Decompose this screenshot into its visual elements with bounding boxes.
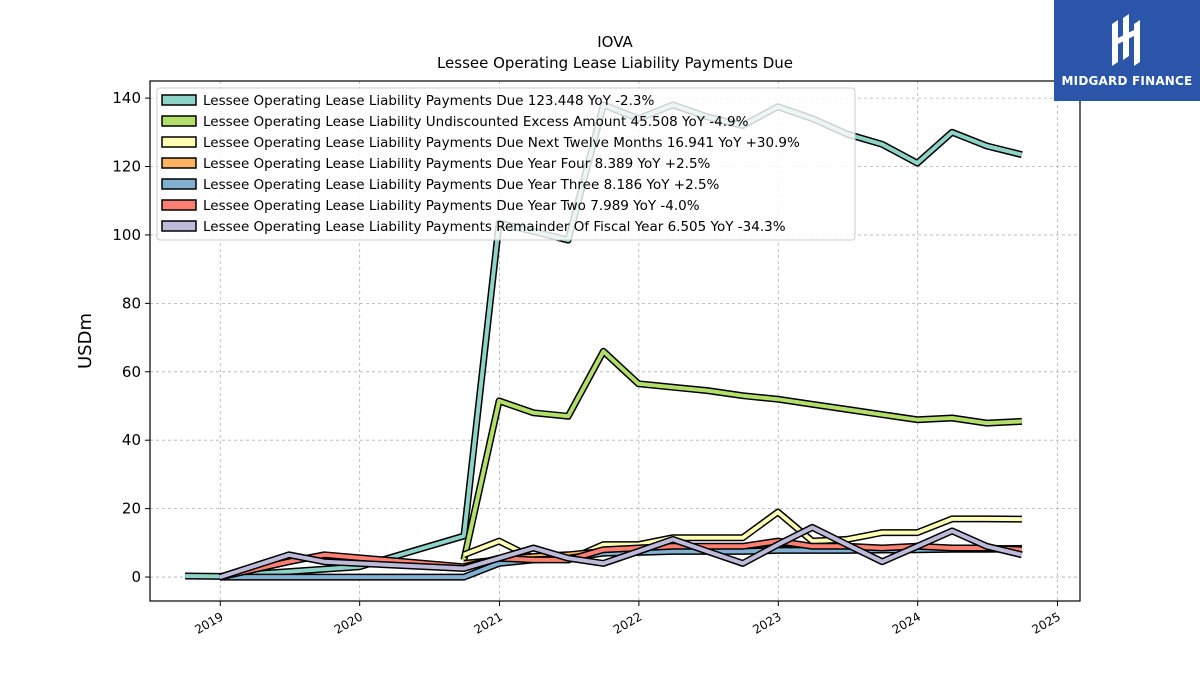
- legend-label-1: Lessee Operating Lease Liability Undisco…: [203, 114, 749, 130]
- y-tick-label: 20: [122, 500, 141, 518]
- chart-title: IOVA: [597, 33, 633, 51]
- legend-label-2: Lessee Operating Lease Liability Payment…: [203, 135, 800, 151]
- legend-swatch-0: [161, 94, 197, 106]
- logo-text: MIDGARD FINANCE: [1061, 74, 1193, 88]
- y-axis-label: USDm: [75, 313, 96, 369]
- legend-label-4: Lessee Operating Lease Liability Payment…: [203, 177, 720, 193]
- y-tick-label: 100: [112, 226, 141, 244]
- midgard-finance-logo: MIDGARD FINANCE: [1054, 0, 1200, 101]
- legend-swatch-5: [161, 199, 197, 211]
- legend-label-3: Lessee Operating Lease Liability Payment…: [203, 156, 711, 172]
- plot-frame: [149, 80, 1081, 602]
- legend-label-5: Lessee Operating Lease Liability Payment…: [203, 198, 700, 214]
- y-tick-label: 120: [112, 158, 141, 176]
- chart-subtitle: Lessee Operating Lease Liability Payment…: [437, 54, 793, 72]
- legend: Lessee Operating Lease Liability Payment…: [156, 87, 856, 241]
- legend-swatch-1: [161, 115, 197, 127]
- legend-label-6: Lessee Operating Lease Liability Payment…: [203, 219, 786, 235]
- midgard-logo-icon: [1112, 14, 1140, 66]
- legend-swatch-6: [161, 220, 197, 232]
- x-tick-label: 2023: [750, 609, 783, 636]
- legend-swatch-3: [161, 157, 197, 169]
- x-tick-label: 2024: [890, 609, 923, 636]
- y-tick-label: 0: [131, 568, 141, 586]
- y-tick-label: 60: [122, 363, 141, 381]
- x-tick-label: 2021: [472, 609, 505, 636]
- x-tick-label: 2020: [332, 609, 365, 636]
- legend-swatch-4: [161, 178, 197, 190]
- series-line-1: [460, 347, 1023, 561]
- series-line-6: [218, 523, 1023, 581]
- y-tick-label: 80: [122, 294, 141, 312]
- y-tick-label: 140: [112, 89, 141, 107]
- legend-swatch-2: [161, 136, 197, 148]
- x-tick-label: 2019: [192, 609, 225, 636]
- legend-box: [156, 87, 856, 241]
- legend-label-0: Lessee Operating Lease Liability Payment…: [203, 93, 654, 109]
- x-tick-label: 2022: [611, 609, 644, 636]
- y-tick-label: 40: [122, 431, 141, 449]
- x-tick-label: 2025: [1030, 609, 1063, 636]
